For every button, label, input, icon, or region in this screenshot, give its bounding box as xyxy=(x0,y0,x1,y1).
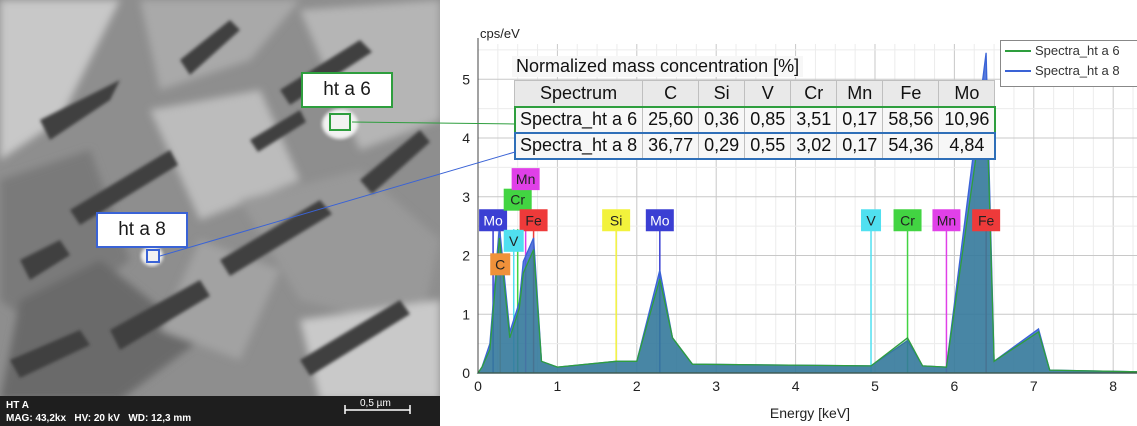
x-tick-label: 5 xyxy=(871,378,879,394)
table-header-cell: Mo xyxy=(938,80,996,107)
element-label-si: Si xyxy=(602,209,631,232)
element-label-box xyxy=(490,253,511,276)
element-label-v: V xyxy=(861,209,882,232)
element-label-text: Mn xyxy=(937,212,956,228)
element-label-fe: Fe xyxy=(519,209,548,232)
element-label-mn: Mn xyxy=(932,209,961,232)
element-label-box xyxy=(645,209,674,232)
x-tick-label: 2 xyxy=(633,378,641,394)
element-label-mo: Mo xyxy=(479,209,508,232)
x-tick-label: 4 xyxy=(792,378,800,394)
y-tick-label: 2 xyxy=(462,248,470,264)
table-header-cell: V xyxy=(744,80,792,107)
element-label-text: V xyxy=(509,233,519,249)
table-cell: 36,77 xyxy=(642,132,700,159)
table-row: Spectra_ht a 8 36,77 0,29 0,55 3,02 0,17… xyxy=(513,131,996,160)
sem-image xyxy=(0,0,440,426)
y-tick-label: 3 xyxy=(462,189,470,205)
table-header-row: Spectrum C Si V Cr Mn Fe Mo xyxy=(513,80,996,107)
table-header-cell: Cr xyxy=(790,80,838,107)
sem-meta: MAG: 43,2kx HV: 20 kV WD: 12,3 mm xyxy=(6,413,426,424)
x-axis-label: Energy [keV] xyxy=(770,405,850,421)
x-tick-label: 7 xyxy=(1030,378,1038,394)
element-label-text: Mo xyxy=(483,212,503,228)
table-cell: 54,36 xyxy=(882,132,940,159)
sem-hv: HV: 20 kV xyxy=(74,413,120,424)
legend-item: Spectra_ht a 8 xyxy=(1001,61,1137,81)
table-cell: Spectra_ht a 6 xyxy=(513,106,644,133)
y-axis-label: cps/eV xyxy=(480,26,520,41)
table-cell: Spectra_ht a 8 xyxy=(513,132,644,159)
table-cell: 0,85 xyxy=(744,106,792,133)
table-cell: 0,17 xyxy=(836,106,884,133)
element-label-cr: Cr xyxy=(893,209,922,232)
table-header-cell: Spectrum xyxy=(513,80,644,107)
series-line-ht-a-6 xyxy=(476,85,1137,374)
element-label-box xyxy=(602,209,631,232)
table-cell: 0,55 xyxy=(744,132,792,159)
y-tick-label: 0 xyxy=(462,365,470,381)
element-label-text: V xyxy=(866,212,876,228)
legend-label: Spectra_ht a 8 xyxy=(1035,63,1120,78)
element-label-text: Mn xyxy=(516,171,535,187)
element-label-text: Cr xyxy=(510,192,525,208)
legend-item: Spectra_ht a 6 xyxy=(1001,41,1137,61)
x-tick-label: 8 xyxy=(1109,378,1117,394)
table-title: Normalized mass concentration [%] xyxy=(512,56,804,77)
table-cell: 0,17 xyxy=(836,132,884,159)
y-tick-label: 5 xyxy=(462,71,470,87)
table-header-cell: C xyxy=(642,80,700,107)
element-label-cr: Cr xyxy=(503,188,532,211)
element-label-text: Fe xyxy=(525,212,542,228)
table-header-cell: Si xyxy=(698,80,746,107)
callout-ht-a-6: ht a 6 xyxy=(301,72,393,108)
element-label-mo: Mo xyxy=(645,209,674,232)
chart-legend: Spectra_ht a 6 Spectra_ht a 8 xyxy=(1000,40,1137,87)
table-cell: 25,60 xyxy=(642,106,700,133)
sem-sample-label: HT A xyxy=(6,400,29,411)
element-label-text: Mo xyxy=(650,212,670,228)
element-label-text: Fe xyxy=(978,212,995,228)
element-label-c: C xyxy=(490,253,511,276)
legend-label: Spectra_ht a 6 xyxy=(1035,43,1120,58)
x-tick-label: 1 xyxy=(553,378,561,394)
table-cell: 58,56 xyxy=(882,106,940,133)
table-header-cell: Fe xyxy=(882,80,940,107)
element-label-mn: Mn xyxy=(511,168,540,191)
sem-mag: MAG: 43,2kx xyxy=(6,413,67,424)
series-line-ht-a-8 xyxy=(476,52,1137,374)
table-row: Spectra_ht a 6 25,60 0,36 0,85 3,51 0,17… xyxy=(513,105,996,134)
x-tick-label: 3 xyxy=(712,378,720,394)
table-header-cell: Mn xyxy=(836,80,884,107)
y-tick-label: 1 xyxy=(462,306,470,322)
table-cell: 3,02 xyxy=(790,132,838,159)
element-label-box xyxy=(932,209,961,232)
element-label-fe: Fe xyxy=(972,209,1001,232)
concentration-table: Spectrum C Si V Cr Mn Fe Mo Spectra_ht a… xyxy=(513,80,996,160)
callout-ht-a-8: ht a 8 xyxy=(96,212,188,248)
element-label-text: C xyxy=(495,256,505,272)
element-label-box xyxy=(893,209,922,232)
table-cell: 0,36 xyxy=(698,106,746,133)
table-cell: 10,96 xyxy=(938,106,996,133)
scale-bar-label: 0,5 µm xyxy=(360,398,391,409)
x-tick-label: 6 xyxy=(950,378,958,394)
element-label-v: V xyxy=(503,229,524,252)
y-tick-label: 4 xyxy=(462,130,470,146)
element-label-text: Si xyxy=(610,212,622,228)
element-label-box xyxy=(972,209,1001,232)
table-cell: 0,29 xyxy=(698,132,746,159)
table-cell: 4,84 xyxy=(938,132,996,159)
sem-wd: WD: 12,3 mm xyxy=(128,413,192,424)
x-tick-label: 0 xyxy=(474,378,482,394)
element-label-box xyxy=(519,209,548,232)
element-label-box xyxy=(861,209,882,232)
table-cell: 3,51 xyxy=(790,106,838,133)
element-label-box xyxy=(511,168,540,191)
element-label-text: Cr xyxy=(900,212,915,228)
